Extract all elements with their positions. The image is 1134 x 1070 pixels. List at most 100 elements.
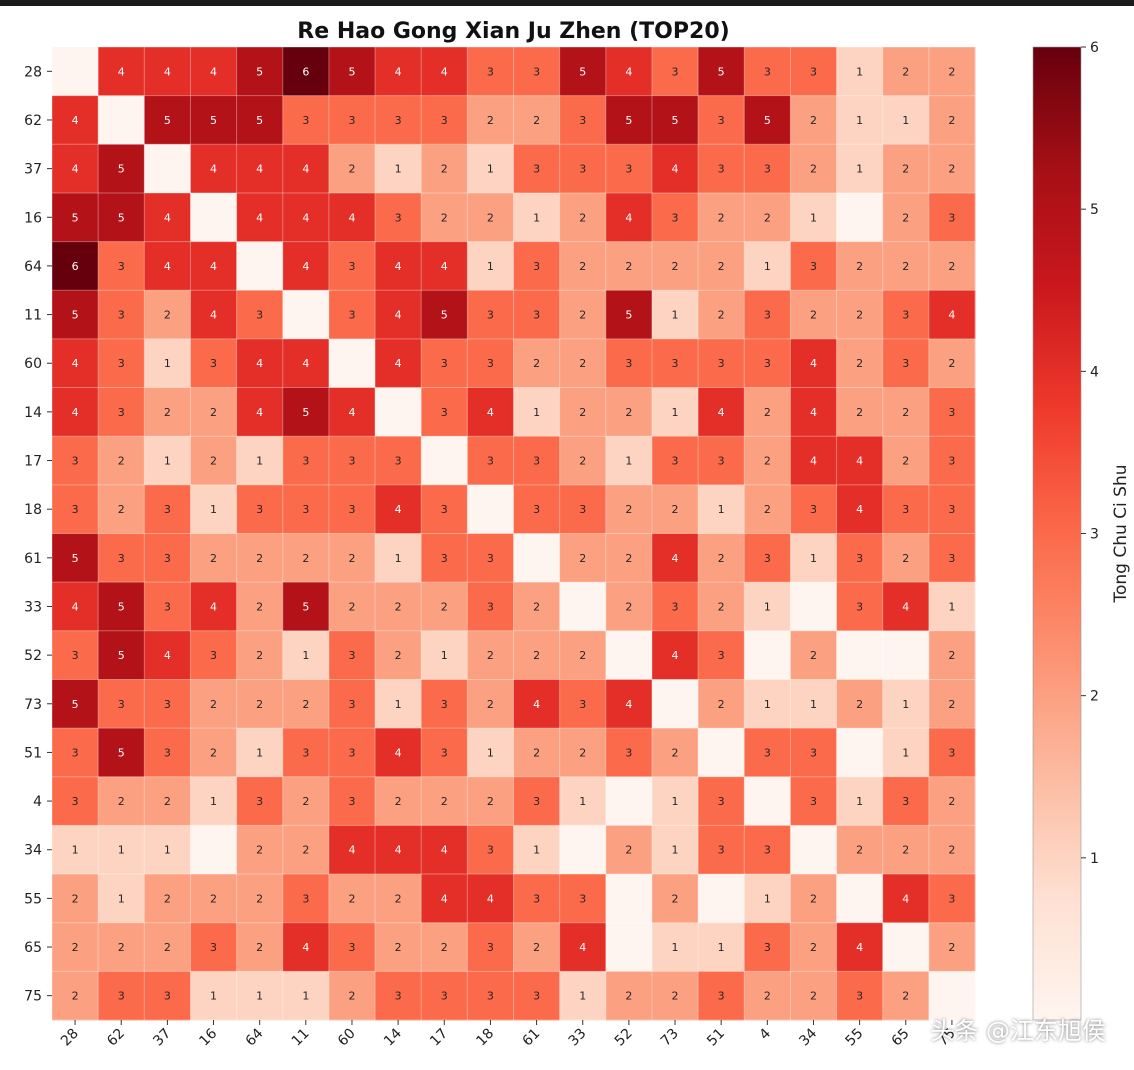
heatmap-cell <box>467 95 514 145</box>
heatmap-cell <box>52 387 99 437</box>
cell-value-label: 1 <box>164 357 171 370</box>
heatmap-cell <box>52 436 99 486</box>
heatmap-cell <box>836 874 884 924</box>
cell-value-label: 2 <box>579 260 586 273</box>
x-tick-label: 52 <box>612 1026 636 1050</box>
heatmap-cell <box>605 47 653 97</box>
heatmap-cell <box>651 338 699 389</box>
heatmap-cell <box>282 338 330 389</box>
heatmap-cell <box>651 290 699 340</box>
heatmap-cell <box>882 95 930 145</box>
cell-value-label: 2 <box>302 698 309 711</box>
cell-value-label: 2 <box>441 163 448 176</box>
heatmap-cell <box>790 582 838 632</box>
cell-value-label: 3 <box>210 941 217 954</box>
y-tick-label: 65 <box>24 940 42 956</box>
heatmap-cell <box>790 144 838 194</box>
cell-value-label: 2 <box>348 552 355 565</box>
heatmap-cell <box>375 192 422 243</box>
heatmap-cell <box>836 338 884 389</box>
cell-value-label: 3 <box>348 795 355 808</box>
heatmap-cell <box>98 825 145 875</box>
cell-value-label: 3 <box>810 503 817 516</box>
cell-value-label: 2 <box>72 990 79 1003</box>
cell-value-label: 2 <box>718 211 725 224</box>
cell-value-label: 4 <box>948 309 955 322</box>
heatmap-cell <box>467 241 514 291</box>
heatmap-cell <box>144 825 191 875</box>
y-tick-label: 37 <box>24 162 42 178</box>
heatmap-cell <box>928 582 976 632</box>
cell-value-label: 3 <box>579 892 586 905</box>
cell-value-label: 4 <box>441 260 448 273</box>
heatmap-cell <box>375 533 422 583</box>
cell-value-label: 4 <box>533 698 540 711</box>
cell-value-label: 1 <box>764 260 771 273</box>
y-tick-label: 73 <box>24 697 42 713</box>
cell-value-label: 3 <box>441 114 448 127</box>
cell-value-label: 3 <box>856 600 863 613</box>
heatmap-cell <box>513 874 561 924</box>
cell-value-label: 5 <box>579 65 586 78</box>
heatmap-cell <box>651 630 699 680</box>
cell-value-label: 2 <box>256 649 263 662</box>
cell-value-label: 4 <box>902 892 909 905</box>
cell-value-label: 5 <box>118 211 125 224</box>
heatmap-cell <box>236 776 284 826</box>
heatmap-cell <box>467 533 514 583</box>
heatmap-cell <box>375 338 422 389</box>
heatmap-cell <box>605 922 653 972</box>
heatmap-cell <box>98 484 145 534</box>
heatmap-cell <box>882 387 930 437</box>
x-tick-label: 16 <box>196 1025 220 1049</box>
cell-value-label: 3 <box>948 552 955 565</box>
heatmap-cell <box>236 484 284 534</box>
heatmap-cell <box>190 436 238 486</box>
heatmap-cell <box>467 679 514 729</box>
cell-value-label: 4 <box>256 406 263 419</box>
heatmap-cell <box>698 95 745 145</box>
cell-value-label: 1 <box>902 114 909 127</box>
heatmap-cell <box>421 679 468 729</box>
heatmap-cell <box>882 825 930 875</box>
cell-value-label: 2 <box>810 649 817 662</box>
cell-value-label: 2 <box>256 844 263 857</box>
cell-value-label: 4 <box>625 65 632 78</box>
heatmap-cell <box>559 630 607 680</box>
heatmap-cell <box>836 630 884 680</box>
cell-value-label: 2 <box>395 892 402 905</box>
heatmap-cell <box>421 728 468 778</box>
cell-value-label: 2 <box>948 114 955 127</box>
heatmap-cell <box>928 776 976 826</box>
cell-value-label: 1 <box>672 941 679 954</box>
cell-value-label: 2 <box>625 552 632 565</box>
heatmap-cell <box>144 387 191 437</box>
cell-value-label: 3 <box>210 357 217 370</box>
heatmap-cell <box>605 241 653 291</box>
heatmap-cell <box>190 484 238 534</box>
colorbar-tick-label: 3 <box>1090 527 1099 543</box>
heatmap-cell <box>144 971 191 1021</box>
heatmap-cell <box>744 241 791 291</box>
heatmap-cell <box>651 582 699 632</box>
heatmap-cell <box>882 874 930 924</box>
cell-value-label: 1 <box>718 503 725 516</box>
heatmap-cell <box>375 484 422 534</box>
cell-value-label: 1 <box>487 260 494 273</box>
heatmap-cell <box>651 533 699 583</box>
heatmap-cell <box>928 144 976 194</box>
heatmap-cell <box>236 95 284 145</box>
heatmap-cell <box>236 241 284 291</box>
heatmap-cell <box>52 290 99 340</box>
cell-value-label: 1 <box>718 941 725 954</box>
heatmap-cell <box>605 290 653 340</box>
cell-value-label: 3 <box>718 357 725 370</box>
cell-value-label: 2 <box>533 649 540 662</box>
cell-value-label: 3 <box>672 455 679 468</box>
cell-value-label: 3 <box>487 552 494 565</box>
heatmap-cell <box>236 922 284 972</box>
heatmap-cell <box>98 776 145 826</box>
heatmap-cell <box>559 874 607 924</box>
heatmap-cell <box>928 825 976 875</box>
heatmap-cell <box>467 144 514 194</box>
